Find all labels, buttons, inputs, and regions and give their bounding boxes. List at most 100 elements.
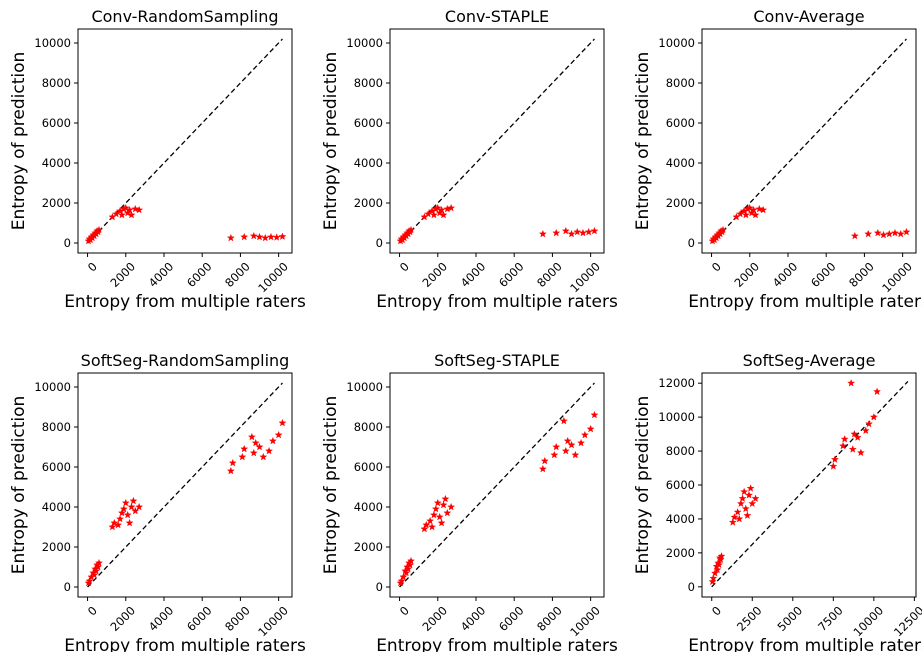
data-point [406, 560, 415, 569]
data-point [94, 562, 103, 571]
data-point [131, 204, 140, 213]
data-point [435, 512, 444, 521]
data-point [902, 227, 911, 236]
x-tick-label: 4000 [770, 259, 801, 290]
y-tick-label: 10000 [34, 36, 71, 50]
data-point [735, 514, 744, 523]
data-point [847, 379, 856, 387]
data-point [121, 203, 130, 212]
data-point [839, 441, 848, 450]
y-axis-label: Entropy of prediction [633, 396, 653, 575]
x-tick-label: 10000 [850, 603, 886, 639]
data-point [447, 502, 456, 511]
data-point [567, 229, 576, 238]
data-point [420, 524, 429, 533]
y-tick-label: 8000 [354, 76, 383, 90]
data-point [885, 229, 894, 238]
x-tick-label: 2000 [108, 259, 139, 290]
x-tick-label: 6000 [496, 259, 527, 290]
data-point [117, 508, 126, 517]
x-tick-label: 10000 [879, 259, 915, 295]
data-point [559, 416, 568, 425]
y-tick-label: 8000 [354, 420, 383, 434]
y-tick-label: 6000 [354, 116, 383, 130]
data-point [713, 565, 722, 574]
x-tick-label: 6000 [496, 603, 527, 634]
data-point [110, 518, 119, 527]
data-point [850, 231, 859, 240]
scatter-panel-4: SoftSeg-RandomSampling020004000600080001… [9, 351, 306, 652]
data-point [240, 232, 249, 241]
data-point [738, 494, 747, 502]
x-tick-label: 0 [709, 603, 724, 618]
data-point [399, 572, 408, 581]
y-axis-label: Entropy of prediction [9, 52, 29, 231]
x-tick-label: 2500 [734, 603, 765, 634]
data-point [584, 227, 593, 236]
data-point [95, 558, 103, 567]
x-tick-label: 6000 [808, 259, 839, 290]
data-point [891, 228, 899, 237]
data-point [95, 225, 103, 234]
data-point [864, 229, 873, 238]
x-tick-label: 8000 [534, 259, 565, 290]
x-tick-label: 2000 [420, 603, 451, 634]
identity-line [711, 38, 907, 244]
data-point [561, 446, 570, 455]
data-point [865, 419, 873, 428]
data-point [272, 233, 281, 241]
x-tick-label: 0 [397, 603, 412, 618]
y-axis-label: Entropy of prediction [9, 396, 29, 575]
data-point [751, 494, 760, 502]
data-point [251, 438, 260, 447]
data-point [741, 504, 750, 513]
y-tick-label: 4000 [666, 156, 695, 170]
data-point [590, 226, 599, 235]
data-point [407, 556, 415, 565]
data-point [733, 507, 742, 516]
data-point [741, 210, 750, 219]
data-point [85, 576, 94, 585]
data-point [571, 450, 580, 459]
data-point [896, 229, 905, 238]
data-point [736, 499, 745, 508]
data-point [92, 566, 101, 575]
data-point [751, 210, 760, 219]
data-point [437, 205, 446, 214]
y-tick-label: 2000 [666, 196, 695, 210]
data-point [711, 569, 719, 577]
x-tick-label: 4000 [146, 259, 177, 290]
data-point [746, 484, 755, 492]
data-point [127, 502, 136, 511]
y-tick-label: 0 [64, 580, 71, 594]
data-point [853, 433, 862, 441]
data-point [261, 233, 270, 242]
data-point [108, 522, 117, 531]
data-point [879, 230, 888, 239]
data-point [848, 445, 857, 453]
y-tick-label: 0 [376, 580, 383, 594]
y-tick-label: 8000 [666, 76, 695, 90]
data-point [268, 436, 277, 445]
data-point [586, 424, 595, 433]
data-point [428, 522, 437, 531]
x-tick-label: 6000 [184, 259, 215, 290]
x-tick-label: 4000 [146, 603, 177, 634]
data-point [249, 231, 258, 240]
x-tick-label: 0 [85, 259, 100, 274]
x-tick-label: 0 [397, 259, 412, 274]
data-point [433, 203, 442, 212]
data-point [116, 514, 125, 523]
y-tick-label: 10000 [346, 380, 383, 394]
identity-line [87, 38, 283, 244]
y-axis-label: Entropy of prediction [321, 396, 341, 575]
x-tick-label: 12500 [891, 603, 922, 639]
identity-line [399, 382, 595, 588]
data-point [550, 450, 559, 459]
data-point [873, 387, 882, 396]
x-tick-label: 6000 [184, 603, 215, 634]
